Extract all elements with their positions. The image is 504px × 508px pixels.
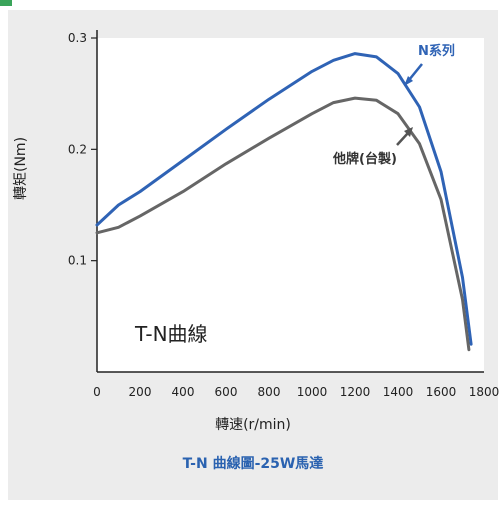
y-tick-label: 0.1 (68, 254, 87, 268)
series-label-other: 他牌(台製) (332, 151, 397, 167)
y-tick-label: 0.2 (68, 142, 87, 156)
x-tick-label: 1800 (469, 385, 500, 399)
y-axis-label: 轉矩(Nm) (13, 136, 29, 200)
series-label-other-arrow (396, 132, 409, 146)
x-tick-label: 0 (93, 385, 101, 399)
x-axis-label: 轉速(r/min) (215, 417, 291, 433)
series-line-0 (95, 52, 473, 346)
x-tick-label: 1000 (297, 385, 328, 399)
x-tick-label: 1200 (340, 385, 371, 399)
x-tick-label: 400 (172, 385, 195, 399)
y-tick-label: 0.3 (68, 31, 87, 45)
chart-inner-title: T-N曲線 (135, 322, 208, 346)
chart-caption: T-N 曲線圖-25W馬達 (182, 456, 324, 472)
series-line-1 (95, 96, 471, 352)
series-label-n-arrowhead (404, 76, 413, 86)
series-label-n: N系列 (418, 43, 455, 59)
x-tick-label: 200 (129, 385, 152, 399)
top-accent-segment (0, 0, 12, 6)
series-label-other-arrowhead (404, 127, 413, 137)
series-label-n-arrow (408, 63, 423, 81)
top-accent-bar (0, 0, 504, 6)
x-tick-label: 800 (258, 385, 281, 399)
x-tick-label: 600 (215, 385, 238, 399)
x-tick-label: 1400 (383, 385, 414, 399)
x-tick-label: 1600 (426, 385, 457, 399)
